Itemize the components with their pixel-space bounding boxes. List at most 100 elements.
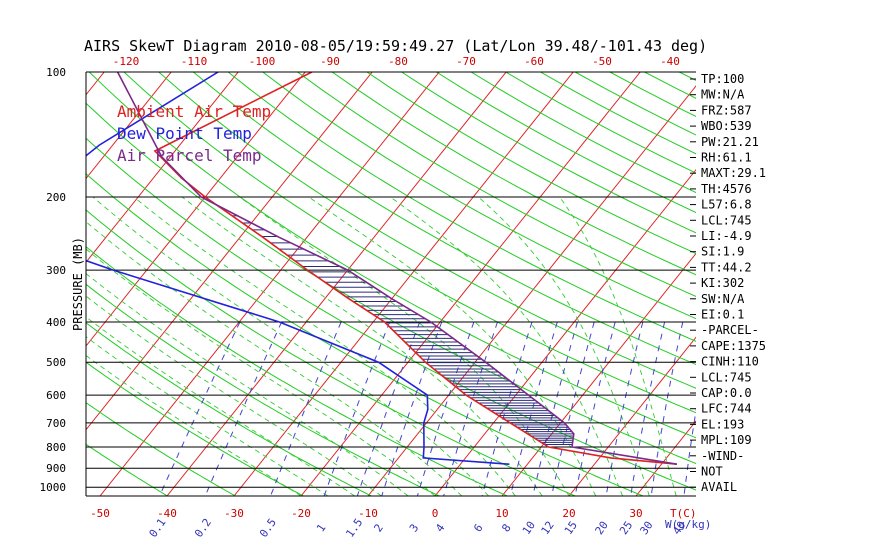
index-label: LCL:745 [701, 213, 752, 227]
moist-adiabat [559, 196, 677, 496]
temperature-tick-label: -20 [291, 507, 311, 520]
moist-adiabat [308, 196, 597, 496]
moist-adiabat [239, 196, 570, 496]
index-label: LFC:744 [701, 402, 752, 416]
dry-adiabat [86, 402, 236, 496]
pressure-tick-label: 900 [46, 462, 66, 475]
isotherm-line [568, 336, 696, 496]
top-temperature-tick-label: -40 [660, 55, 680, 68]
top-temperature-tick-label: -120 [113, 55, 140, 68]
isotherm-line [99, 72, 440, 496]
legend-entry: Air Parcel Temp [117, 146, 262, 165]
index-label: L57:6.8 [701, 198, 752, 212]
dry-adiabat [366, 72, 696, 255]
index-label: TT:44.2 [701, 260, 752, 274]
mixing-ratio-label: 30 [637, 519, 655, 537]
top-temperature-tick-label: -50 [592, 55, 612, 68]
dry-adiabat [86, 137, 696, 491]
index-label: TH:4576 [701, 182, 752, 196]
index-label: CINH:110 [701, 355, 759, 369]
mixing-ratio-line [381, 321, 443, 496]
dry-adiabat [193, 72, 696, 366]
moist-adiabat [389, 196, 624, 496]
index-label: LI:-4.9 [701, 229, 752, 243]
dry-adiabat [86, 322, 372, 496]
moist-adiabat [478, 196, 650, 496]
index-label: EL:193 [701, 417, 744, 431]
axes: 1002003004005006007008009001000PRESSURE … [40, 55, 712, 540]
mixing-ratio-line [574, 321, 616, 496]
moist-adiabat [86, 295, 382, 496]
dry-adiabat [86, 443, 168, 496]
pressure-tick-label: 600 [46, 389, 66, 402]
temperature-axis-label: T(C) [670, 507, 697, 520]
index-label: EI:0.1 [701, 308, 744, 322]
moist-adiabat [86, 248, 436, 496]
dry-adiabat [331, 72, 696, 276]
mixing-ratio-line [630, 321, 666, 496]
index-label: -WIND- [701, 449, 744, 463]
mixing-ratio-line [683, 407, 696, 496]
dry-adiabat [86, 283, 440, 496]
index-label: MAXT:29.1 [701, 166, 766, 180]
top-temperature-tick-label: -70 [456, 55, 476, 68]
pressure-tick-label: 200 [46, 191, 66, 204]
index-label: PW:21.21 [701, 135, 759, 149]
temperature-tick-label: 20 [562, 507, 575, 520]
mixing-ratio-line [605, 321, 644, 496]
moist-adiabat [86, 273, 409, 496]
index-label: SW:N/A [701, 292, 745, 306]
isotherm-line [434, 168, 696, 496]
isotherm-line [233, 72, 574, 496]
index-label: SI:1.9 [701, 245, 744, 259]
dry-adiabat [88, 72, 696, 439]
pressure-tick-label: 1000 [40, 481, 67, 494]
mixing-ratio-label: 25 [617, 519, 635, 537]
moist-adiabat [86, 221, 463, 496]
index-label: MPL:109 [701, 433, 752, 447]
index-label: WBO:539 [701, 119, 752, 133]
temperature-tick-label: -10 [358, 507, 378, 520]
dry-adiabat [227, 72, 696, 342]
dry-adiabat [86, 173, 644, 496]
index-label: CAPE:1375 [701, 339, 766, 353]
pressure-tick-label: 700 [46, 417, 66, 430]
mixing-ratio-unit-label: W(g/kg) [665, 518, 711, 531]
index-label: MW:N/A [701, 88, 745, 102]
pressure-axis-label: PRESSURE (MB) [71, 237, 85, 331]
mixing-ratio-label: 20 [593, 519, 611, 537]
top-temperature-tick-label: -80 [388, 55, 408, 68]
isotherm-line [166, 72, 507, 496]
moist-adiabat [86, 354, 302, 496]
index-label: KI:302 [701, 276, 744, 290]
mixing-ratio-line [443, 321, 498, 496]
isotherm-line [86, 72, 306, 347]
top-temperature-tick-label: -110 [181, 55, 208, 68]
cape-hatch-area [221, 207, 574, 445]
index-label: LCL:745 [701, 370, 752, 384]
index-label: FRZ:587 [701, 103, 752, 117]
chart-title: AIRS SkewT Diagram 2010-08-05/19:59:49.2… [84, 37, 707, 55]
pressure-tick-label: 400 [46, 316, 66, 329]
mixing-ratio-line [159, 321, 241, 496]
index-label: RH:61.1 [701, 151, 752, 165]
sounding-profiles [86, 72, 678, 465]
temperature-tick-label: -40 [157, 507, 177, 520]
mixing-ratio-label: 10 [520, 519, 538, 537]
temperature-tick-label: -30 [224, 507, 244, 520]
isotherm-line [635, 420, 696, 496]
top-temperature-tick-label: -90 [320, 55, 340, 68]
temperature-tick-label: -50 [90, 507, 110, 520]
isotherm-line [86, 72, 373, 431]
isotherm-line [86, 72, 239, 264]
dry-adiabat [158, 72, 696, 389]
mixing-ratio-label: 12 [539, 519, 557, 537]
moist-adiabat [86, 336, 329, 496]
dry-adiabat [297, 72, 696, 297]
temperature-tick-label: 10 [495, 507, 508, 520]
profile-air-parcel-temp [116, 72, 678, 465]
legend: Ambient Air Temp Dew Point Temp Air Parcel… [117, 102, 271, 165]
mixing-ratio-line [650, 321, 684, 496]
pressure-tick-label: 800 [46, 441, 66, 454]
